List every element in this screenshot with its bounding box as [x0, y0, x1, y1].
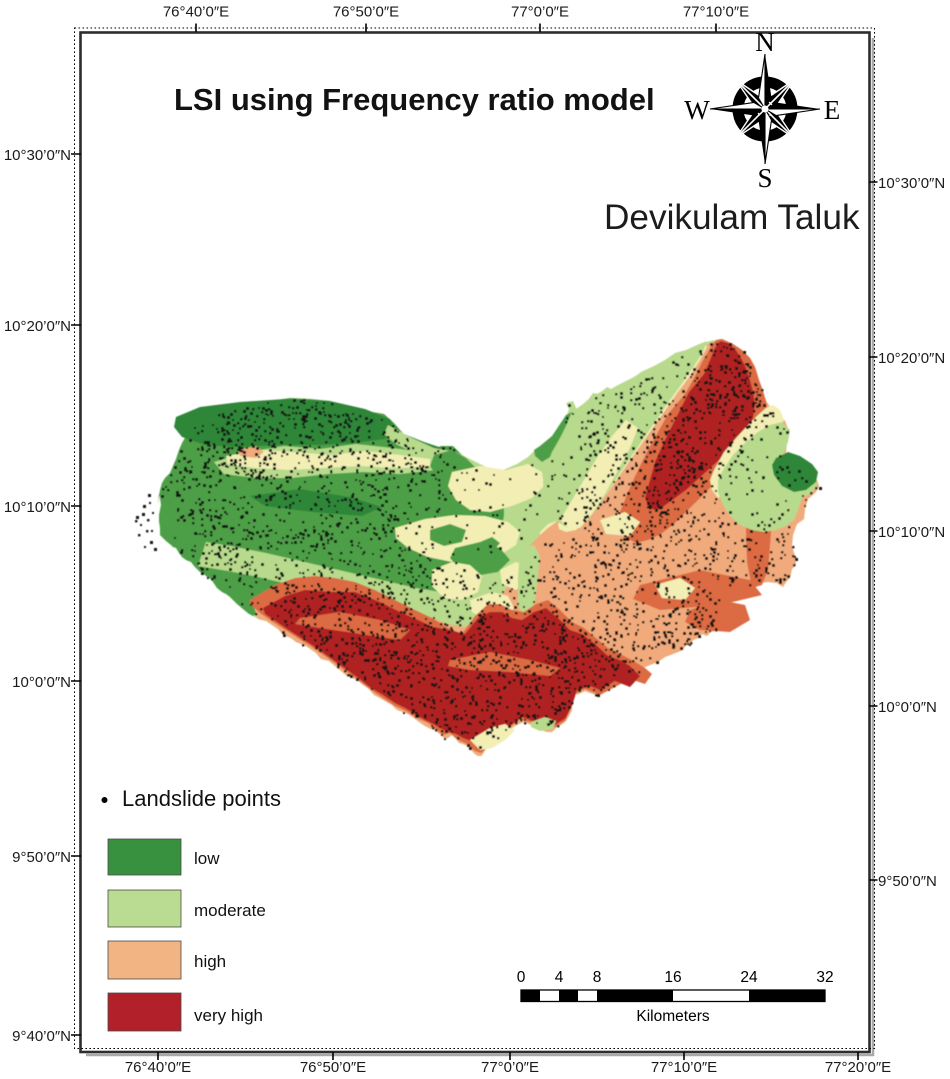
svg-text:77°0’0″E: 77°0’0″E [511, 4, 569, 21]
svg-text:77°10’0″E: 77°10’0″E [651, 1059, 717, 1076]
svg-text:76°40’0″E: 76°40’0″E [163, 4, 229, 21]
svg-text:24: 24 [740, 969, 758, 986]
svg-text:8: 8 [593, 969, 602, 986]
svg-text:77°10’0″E: 77°10’0″E [683, 4, 749, 21]
svg-text:10°30’0″N: 10°30’0″N [878, 175, 945, 192]
svg-text:10°0’0″N: 10°0’0″N [878, 699, 937, 716]
svg-text:moderate: moderate [194, 901, 266, 920]
svg-text:10°10’0″N: 10°10’0″N [878, 524, 945, 541]
svg-text:10°10’0″N: 10°10’0″N [4, 499, 71, 516]
svg-text:Landslide points: Landslide points [122, 786, 281, 811]
svg-text:Devikulam Taluk: Devikulam Taluk [604, 198, 860, 237]
svg-text:4: 4 [555, 969, 564, 986]
svg-text:Kilometers: Kilometers [636, 1008, 709, 1025]
svg-text:10°30’0″N: 10°30’0″N [4, 147, 71, 164]
svg-text:16: 16 [664, 969, 681, 986]
svg-text:N: N [755, 27, 775, 57]
svg-text:10°20’0″N: 10°20’0″N [878, 350, 945, 367]
svg-text:0: 0 [517, 969, 526, 986]
svg-text:77°0’0″E: 77°0’0″E [481, 1059, 539, 1076]
svg-text:W: W [684, 95, 710, 125]
svg-text:9°40’0″N: 9°40’0″N [12, 1028, 71, 1045]
svg-text:10°20’0″N: 10°20’0″N [4, 318, 71, 335]
svg-text:77°20’0″E: 77°20’0″E [825, 1059, 891, 1076]
svg-text:S: S [757, 163, 772, 193]
svg-text:76°40’0″E: 76°40’0″E [125, 1059, 191, 1076]
svg-text:9°50’0″N: 9°50’0″N [878, 873, 937, 890]
svg-text:9°50’0″N: 9°50’0″N [12, 849, 71, 866]
svg-text:low: low [194, 849, 220, 868]
svg-text:LSI using Frequency ratio mode: LSI using Frequency ratio model [174, 82, 655, 117]
svg-text:32: 32 [816, 969, 833, 986]
svg-text:76°50’0″E: 76°50’0″E [300, 1059, 366, 1076]
svg-text:10°0’0″N: 10°0’0″N [12, 674, 71, 691]
svg-text:76°50’0″E: 76°50’0″E [333, 4, 399, 21]
svg-text:high: high [194, 952, 226, 971]
svg-text:very high: very high [194, 1006, 263, 1025]
svg-text:E: E [824, 95, 841, 125]
